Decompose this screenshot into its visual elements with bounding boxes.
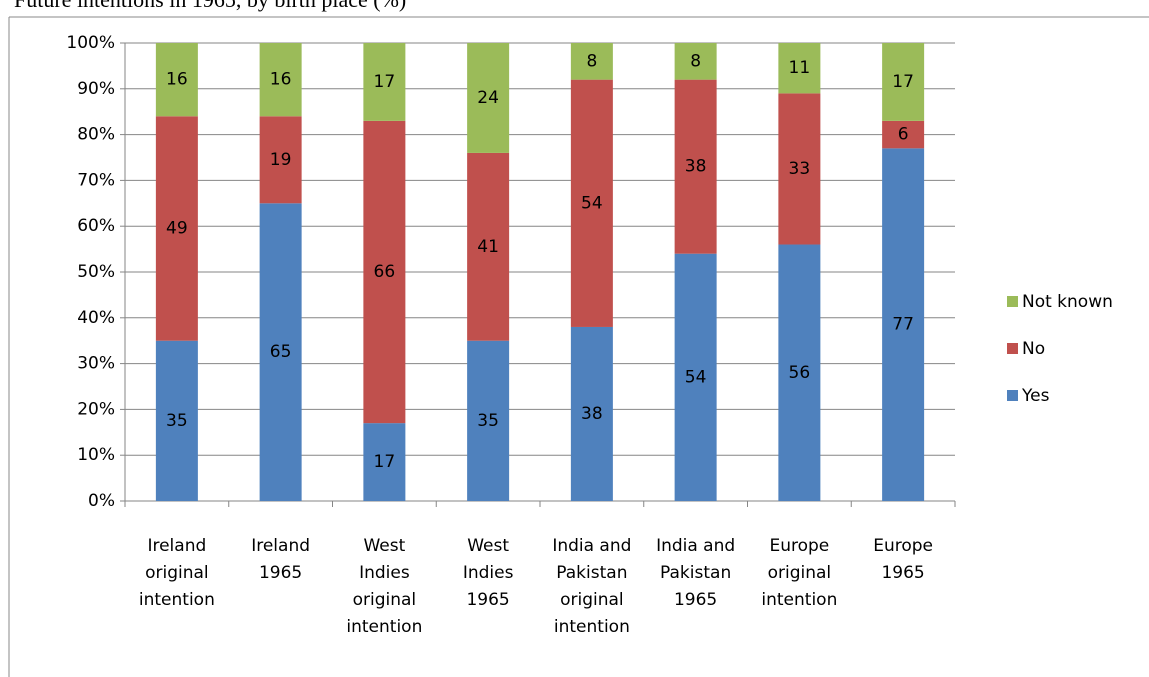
x-tick-label-line: intention xyxy=(554,617,630,637)
bar-segment xyxy=(882,148,925,501)
x-tick-label-line: Indies xyxy=(359,563,410,583)
bar-segment xyxy=(570,326,613,501)
x-tick-label-line: 1965 xyxy=(259,563,302,583)
data-label: 33 xyxy=(789,159,811,179)
x-tick-label: West Indies 1965 xyxy=(463,536,514,610)
y-tick-label: 50% xyxy=(77,262,115,282)
data-label: 24 xyxy=(477,88,499,108)
x-tick-label-line: intention xyxy=(139,590,215,610)
bar-segment xyxy=(259,116,302,204)
bar-segment xyxy=(467,152,510,341)
legend-swatch xyxy=(1007,390,1018,401)
data-label: 41 xyxy=(477,237,499,257)
x-tick-label-line: Europe xyxy=(769,536,829,556)
y-tick-label: 70% xyxy=(77,170,115,190)
bar-segment xyxy=(674,43,717,80)
bar-segment xyxy=(363,423,406,501)
data-label: 38 xyxy=(581,404,603,424)
x-tick-label-line: original xyxy=(353,590,417,610)
bar-segment xyxy=(363,43,406,121)
chart-title: Future intentions in 1965, by birth plac… xyxy=(14,0,406,12)
x-tick-label-line: West xyxy=(467,536,509,556)
bar-segment xyxy=(155,116,198,341)
data-label: 8 xyxy=(690,51,701,71)
data-label: 19 xyxy=(270,150,292,170)
bar-segment xyxy=(155,43,198,117)
bar-segment xyxy=(467,340,510,501)
data-label: 17 xyxy=(374,452,396,472)
data-label: 54 xyxy=(581,193,603,213)
data-label: 11 xyxy=(789,58,811,78)
x-tick-label: Ireland original intention xyxy=(139,536,215,610)
data-label: 8 xyxy=(586,51,597,71)
bar-segment xyxy=(778,244,821,501)
x-tick-label-line: Ireland xyxy=(147,536,206,556)
bar-segment xyxy=(674,79,717,254)
x-tick-label-line: original xyxy=(768,563,832,583)
bar-segment xyxy=(882,43,925,121)
data-label: 35 xyxy=(477,411,499,431)
data-label: 66 xyxy=(374,262,396,282)
x-tick-label-line: Pakistan xyxy=(660,563,731,583)
data-label: 56 xyxy=(789,363,811,383)
y-tick-label: 10% xyxy=(77,445,115,465)
x-tick-label-line: Europe xyxy=(873,536,933,556)
x-tick-label: Europe 1965 xyxy=(873,536,933,583)
legend-swatch xyxy=(1007,343,1018,354)
bar-segment xyxy=(570,79,613,327)
bar-segment xyxy=(778,43,821,94)
x-tick-label-line: 1965 xyxy=(466,590,509,610)
x-tick-label: Europe original intention xyxy=(761,536,837,610)
x-tick-label-line: original xyxy=(145,563,209,583)
y-tick-label: 30% xyxy=(77,354,115,374)
legend-label: Yes xyxy=(1021,386,1050,406)
x-tick-label-line: West xyxy=(363,536,405,556)
y-tick-label: 100% xyxy=(66,33,115,53)
data-label: 17 xyxy=(374,72,396,92)
data-label: 6 xyxy=(898,125,909,145)
legend-label: Not known xyxy=(1022,292,1113,312)
x-tick-label-line: intention xyxy=(346,617,422,637)
data-label: 54 xyxy=(685,367,707,387)
bar-segment xyxy=(259,43,302,117)
y-tick-label: 0% xyxy=(88,491,115,511)
x-tick-label-line: Ireland xyxy=(251,536,310,556)
y-tick-label: 80% xyxy=(77,125,115,145)
x-tick-label-line: India and xyxy=(656,536,735,556)
x-tick-label-line: Indies xyxy=(463,563,514,583)
y-tick-label: 60% xyxy=(77,216,115,236)
legend-label: No xyxy=(1022,339,1045,359)
x-tick-label-line: 1965 xyxy=(674,590,717,610)
x-tick-label: India and Pakistan original intention xyxy=(552,536,631,637)
x-tick-label-line: India and xyxy=(552,536,631,556)
y-tick-label: 40% xyxy=(77,308,115,328)
data-label: 77 xyxy=(892,315,914,335)
bar-segment xyxy=(259,203,302,502)
x-tick-label-line: intention xyxy=(761,590,837,610)
legend-swatch xyxy=(1007,296,1018,307)
y-tick-label: 90% xyxy=(77,79,115,99)
x-tick-label-line: original xyxy=(560,590,624,610)
data-label: 16 xyxy=(166,70,188,90)
bar-segment xyxy=(882,120,925,149)
bar-segment xyxy=(363,120,406,424)
data-label: 16 xyxy=(270,70,292,90)
data-label: 35 xyxy=(166,411,188,431)
x-tick-label-line: 1965 xyxy=(881,563,924,583)
bar-segment xyxy=(467,43,510,153)
x-tick-label: West Indies original intention xyxy=(346,536,422,637)
bar-segment xyxy=(570,43,613,80)
x-tick-label: India and Pakistan 1965 xyxy=(656,536,735,610)
x-tick-label: Ireland 1965 xyxy=(251,536,310,583)
bar-segment xyxy=(155,340,198,501)
data-label: 49 xyxy=(166,218,188,238)
x-tick-label-line: Pakistan xyxy=(556,563,627,583)
y-tick-label: 20% xyxy=(77,399,115,419)
data-label: 38 xyxy=(685,157,707,177)
data-label: 65 xyxy=(270,342,292,362)
bar-segment xyxy=(778,93,821,245)
bar-segment xyxy=(674,253,717,501)
data-label: 17 xyxy=(892,72,914,92)
